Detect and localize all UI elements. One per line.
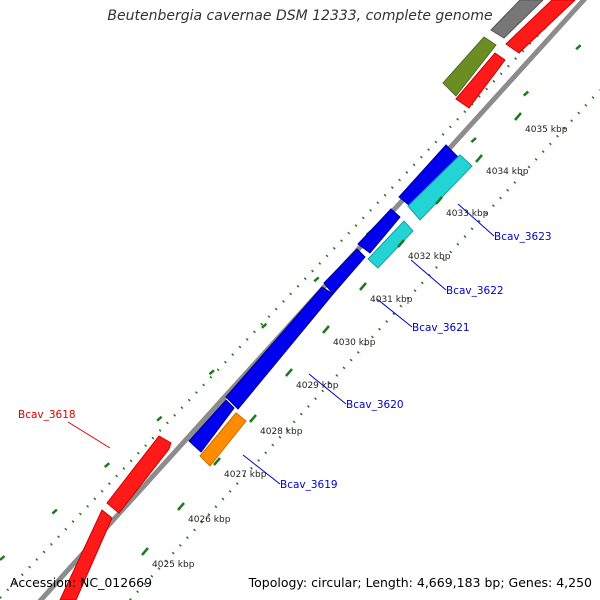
scale-tick: [435, 196, 443, 205]
accession-text: Accession: NC_012669: [10, 575, 153, 590]
gene-label[interactable]: Bcav_3621: [412, 322, 470, 334]
gene-blue-mid-2[interactable]: [357, 208, 401, 254]
scale-tick-label: 4025 kbp: [152, 560, 195, 570]
gene-cyan-upper[interactable]: [407, 154, 473, 221]
gene-bcav-3620[interactable]: [188, 399, 235, 453]
reverse-strand-genes: [59, 0, 576, 600]
scale-tick-label: 4029 kbp: [296, 381, 339, 391]
scale-tick-label: 4035 kbp: [525, 125, 568, 135]
scale-tick: [514, 112, 522, 121]
scale-tick-label: 4027 kbp: [224, 470, 267, 480]
gene-label-leader: [457, 203, 495, 237]
gene-bcav-3622[interactable]: [367, 220, 414, 269]
gene-gray[interactable]: [490, 0, 544, 39]
scale-tick: [177, 502, 185, 511]
gene-label-leader: [376, 298, 413, 328]
topology-summary: Topology: circular; Length: 4,669,183 bp…: [248, 575, 592, 590]
scale-tick: [397, 239, 405, 248]
scale-tick-label: 4028 kbp: [260, 427, 303, 437]
scale-tick: [359, 282, 367, 291]
gene-labels: Bcav_3618 Bcav_3619 Bcav_3620 Bcav_3621 Bcav…: [18, 203, 552, 491]
gene-red-upper-2[interactable]: [505, 0, 576, 54]
gene-bcav-3618[interactable]: [106, 435, 172, 514]
gene-red-segment[interactable]: [59, 509, 113, 600]
forward-strand-genes: [188, 144, 473, 467]
gene-label-leader: [308, 373, 347, 405]
gene-bcav-3619[interactable]: [199, 412, 247, 467]
scale-tick: [249, 414, 257, 423]
gene-label-leader: [67, 421, 111, 449]
gene-red-upper-1[interactable]: [455, 52, 506, 109]
scale-tick-label: 4034 kbp: [486, 167, 529, 177]
scale-ticks: 4025 kbp 4026 kbp 4027 kbp 4028 kbp 4029 kbp…: [141, 112, 568, 570]
gene-label[interactable]: Bcav_3623: [494, 231, 552, 243]
scale-tick-label: 4032 kbp: [408, 252, 451, 262]
gene-blue-mid[interactable]: [323, 248, 366, 295]
scale-tick-label: 4031 kbp: [370, 295, 413, 305]
outer-dotted-guide: [0, 0, 574, 599]
gene-label[interactable]: Bcav_3618: [18, 409, 76, 421]
gene-label[interactable]: Bcav_3619: [280, 479, 338, 491]
scale-tick-label: 4026 kbp: [188, 515, 231, 525]
inner-dotted-guide: [129, 89, 600, 600]
gene-label[interactable]: Bcav_3622: [446, 285, 504, 297]
gene-label-leader: [242, 454, 281, 485]
scale-tick: [213, 457, 221, 466]
scale-tick-label: 4033 kbp: [446, 209, 489, 219]
gene-olive[interactable]: [442, 36, 497, 97]
scale-tick: [285, 368, 293, 377]
gene-label[interactable]: Bcav_3620: [346, 399, 404, 411]
gene-label-leader: [410, 259, 447, 291]
scale-tick: [322, 325, 330, 334]
scale-tick: [141, 547, 149, 556]
genome-title: Beutenbergia cavernae DSM 12333, complet…: [107, 8, 493, 24]
scale-tick: [475, 154, 483, 163]
scale-tick-label: 4030 kbp: [333, 338, 376, 348]
